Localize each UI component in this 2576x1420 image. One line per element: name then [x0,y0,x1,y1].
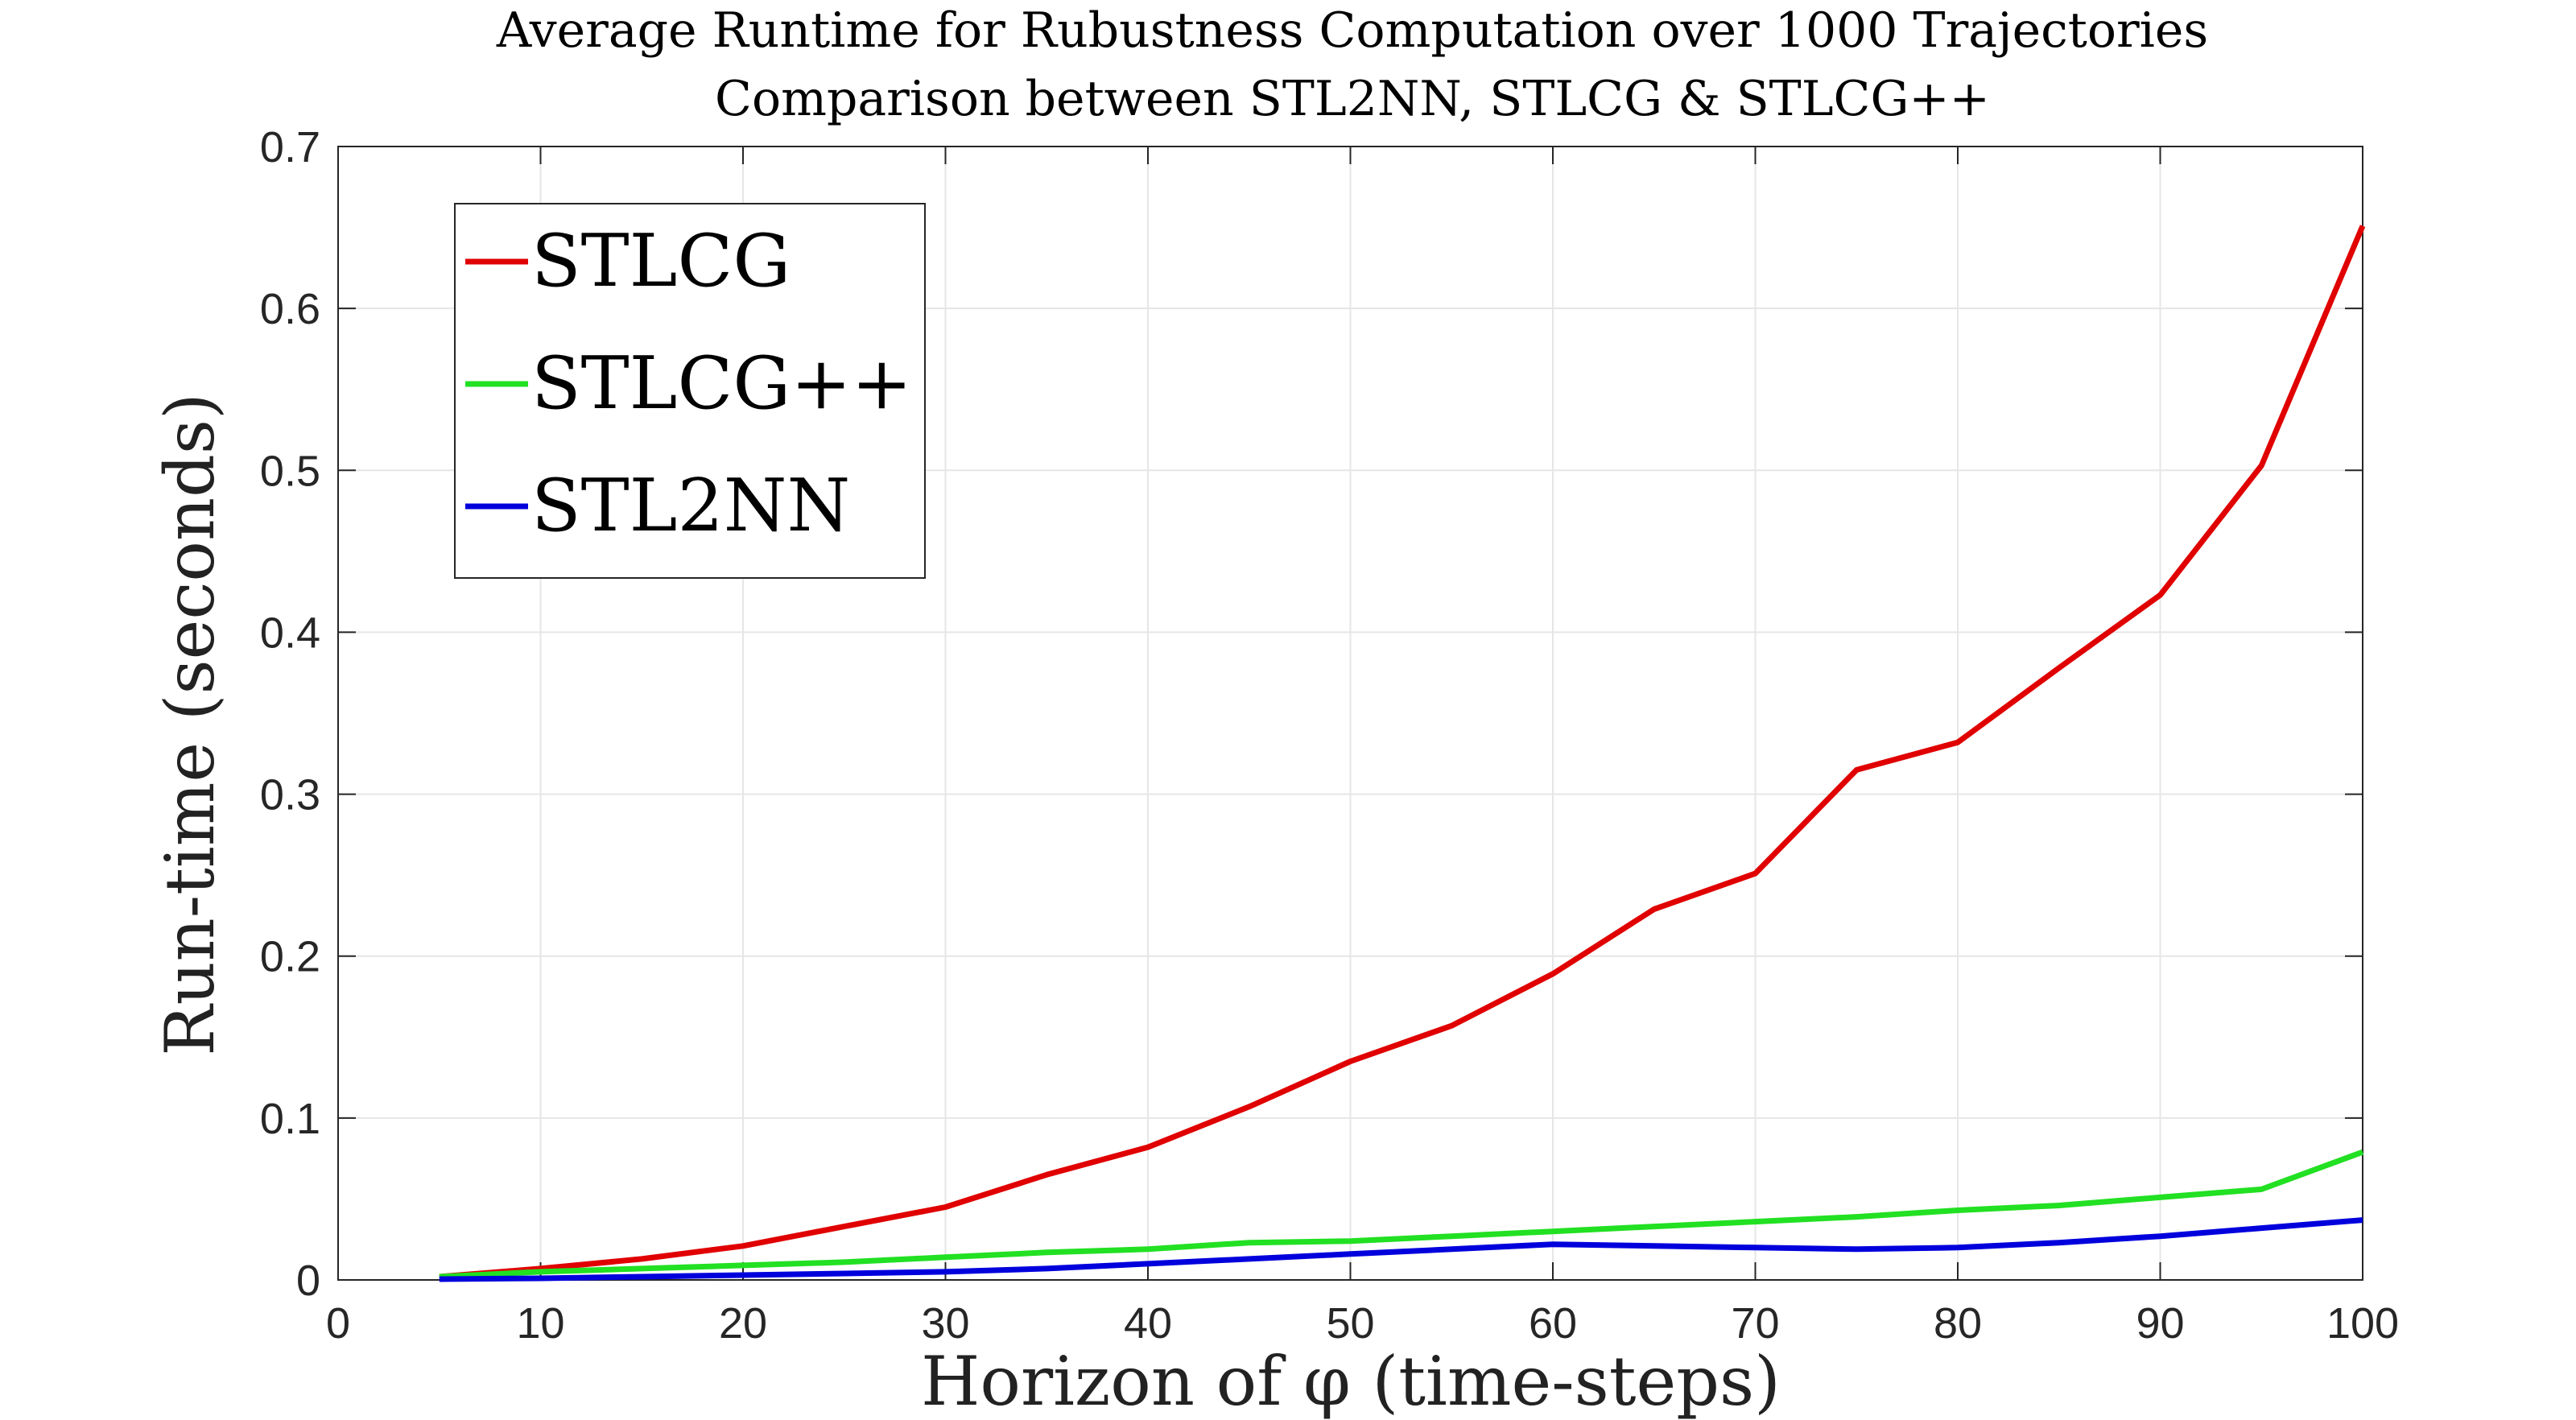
legend-label-stl2nn: STL2NN [531,464,850,548]
x-tick-label: 10 [516,1299,564,1348]
y-tick-label: 0.1 [260,1095,320,1143]
y-tick-label: 0.3 [260,771,320,819]
series-line-stlcgpppp [439,1149,2364,1280]
series-line-stl2nn [439,1217,2363,1282]
series-line-stlcg [439,225,2366,1280]
y-tick-label: 0 [296,1257,320,1305]
ticks: 0 10 20 30 40 50 60 70 80 90 100 0 0.1 0.2 0.3 0.4 0.5 0.… [260,123,2399,1348]
chart-subtitle: Comparison between STL2NN, STLCG & STLCG… [715,71,1990,127]
x-tick-label: 70 [1731,1299,1779,1348]
x-axis-label: Horizon of φ (time-steps) [921,1342,1781,1420]
y-tick-label: 0.4 [260,609,320,657]
legend-label-stlcg: STLCG [531,219,791,303]
legend-label-stlcgpppp: STLCG++ [531,341,912,426]
y-axis-label: Run-time (seconds) [151,393,229,1055]
x-tick-label: 30 [921,1299,969,1348]
y-tick-label: 0.2 [260,933,320,981]
x-tick-label: 80 [1934,1299,1982,1348]
x-tick-label: 40 [1124,1299,1172,1348]
series [439,225,2366,1282]
x-tick-label: 0 [326,1299,350,1348]
x-tick-label: 60 [1529,1299,1577,1348]
y-tick-label: 0.7 [260,123,320,171]
y-tick-label: 0.5 [260,447,320,495]
chart-title: Average Runtime for Rubustness Computati… [496,2,2208,59]
x-tick-label: 100 [2326,1299,2399,1348]
legend: STLCG STLCG++ STL2NN [454,203,926,579]
x-tick-label: 20 [719,1299,767,1348]
x-tick-label: 50 [1326,1299,1374,1348]
x-tick-label: 90 [2136,1299,2184,1348]
legend-box [454,203,926,579]
y-tick-label: 0.6 [260,285,320,333]
